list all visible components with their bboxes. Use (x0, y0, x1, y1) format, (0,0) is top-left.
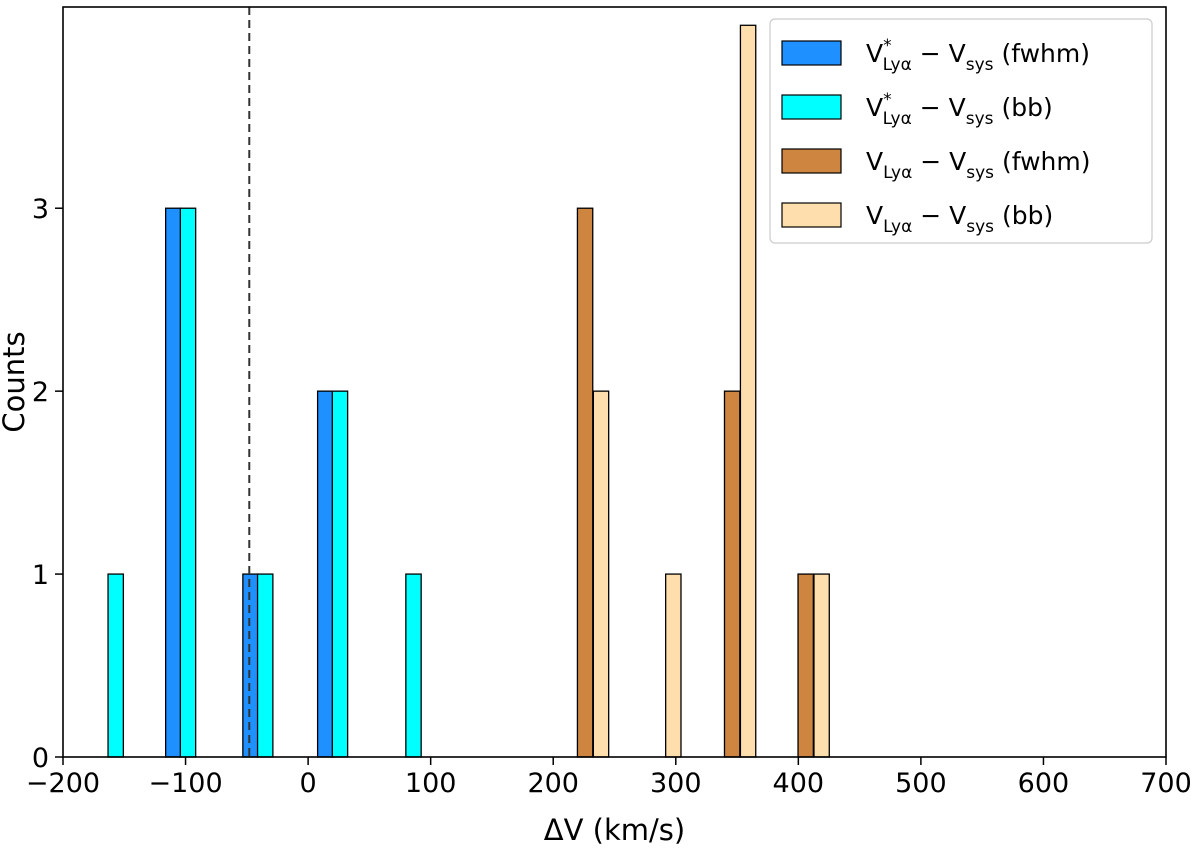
x-tick-label: 0 (300, 768, 317, 799)
y-axis-ticks: 0 1 2 3 (32, 194, 63, 774)
x-tick-label: 500 (895, 768, 947, 799)
legend-box (769, 18, 1153, 244)
legend-swatch-fwhm (781, 148, 842, 174)
bar-bb_star-0 (107, 573, 125, 758)
y-axis-label: Counts (0, 331, 31, 432)
bar-bb-0 (592, 390, 610, 758)
legend-label-fwhm_star: V* Lyα − Vsys (fwhm) (866, 36, 1090, 75)
legend-swatch-bb_star (781, 94, 842, 120)
legend: V* Lyα − Vsys (fwhm) V* Lyα − Vsys (bb) VLyα… (769, 18, 1153, 244)
y-tick-label: 2 (32, 377, 49, 408)
legend-swatch-bb (781, 202, 842, 228)
x-axis-ticks: −200 −100 0 100 200 300 400 500 600 700 (26, 757, 1192, 799)
bar-bb-3 (813, 573, 830, 758)
bar-bb-2 (739, 24, 757, 758)
x-axis-label: ΔV (km/s) (544, 813, 685, 847)
x-tick-label: 400 (773, 768, 825, 799)
bar-fwhm-2 (797, 573, 814, 758)
y-tick-label: 0 (32, 743, 49, 774)
bar-fwhm-0 (576, 207, 594, 758)
legend-label-bb_star: V* Lyα − Vsys (bb) (866, 90, 1053, 129)
legend-label-fwhm: VLyα − Vsys (fwhm) (866, 147, 1091, 183)
bar-fwhm_star-1 (242, 573, 259, 758)
bars-layer (107, 24, 830, 758)
x-tick-label: 100 (405, 768, 457, 799)
x-tick-label: −200 (26, 768, 100, 799)
x-tick-label: 600 (1018, 768, 1070, 799)
y-tick-label: 3 (32, 194, 49, 225)
y-tick-label: 1 (32, 560, 49, 591)
legend-swatch-fwhm_star (781, 40, 842, 66)
bar-bb_star-1 (179, 207, 197, 758)
bar-fwhm_star-0 (164, 207, 182, 758)
x-tick-label: 200 (527, 768, 579, 799)
plot-frame (62, 6, 1167, 758)
bar-fwhm_star-2 (316, 390, 334, 758)
x-tick-label: 300 (650, 768, 702, 799)
bar-bb-1 (665, 573, 682, 758)
x-tick-label: −100 (148, 768, 222, 799)
legend-label-bb: VLyα − Vsys (bb) (866, 201, 1053, 237)
bar-bb_star-2 (256, 573, 274, 758)
x-tick-label: 700 (1140, 768, 1192, 799)
bar-bb_star-3 (331, 390, 349, 758)
bar-fwhm-1 (723, 390, 741, 758)
bar-bb_star-4 (405, 573, 422, 758)
